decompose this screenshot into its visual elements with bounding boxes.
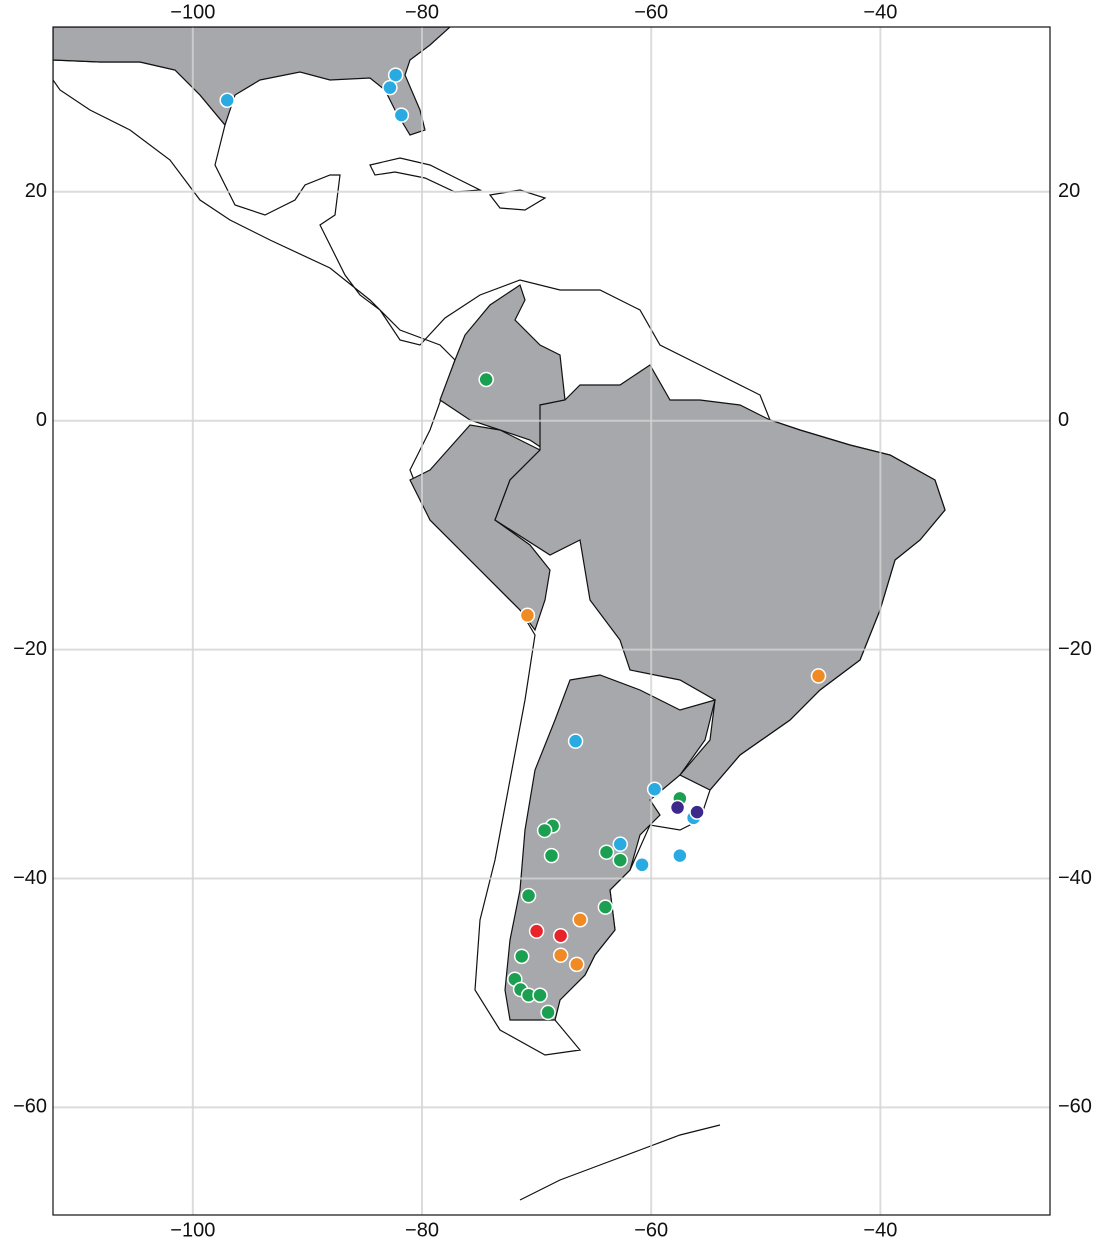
point	[672, 847, 688, 864]
point	[519, 607, 536, 624]
y-tick-label: −60	[1058, 1096, 1092, 1118]
point	[567, 733, 584, 749]
point	[634, 857, 650, 873]
x-tick-label: −40	[863, 1, 897, 23]
point	[543, 847, 560, 864]
point	[528, 923, 545, 939]
y-tick-label: 20	[1058, 180, 1080, 202]
point	[382, 79, 398, 96]
point	[669, 799, 686, 816]
point	[612, 852, 629, 868]
y-tick-label: −60	[13, 1096, 47, 1118]
basemap	[53, 27, 946, 1201]
y-tick-label: 20	[25, 180, 47, 202]
point	[387, 67, 404, 83]
y-tick-label: −20	[13, 638, 47, 660]
point	[552, 947, 569, 963]
colombia	[439, 284, 566, 452]
usa	[53, 27, 451, 136]
y-tick-label: 0	[36, 409, 47, 431]
x-tick-label: −80	[405, 1219, 439, 1241]
point	[597, 899, 614, 915]
x-tick-label: −60	[634, 1219, 668, 1241]
point	[532, 987, 548, 1004]
point	[536, 822, 553, 839]
point	[810, 668, 827, 684]
point	[612, 836, 629, 852]
x-tick-label: −60	[634, 1, 668, 23]
point	[520, 887, 537, 904]
antarctica	[519, 1124, 721, 1201]
point	[513, 948, 530, 965]
peru	[409, 424, 551, 632]
plot-frame	[52, 26, 1051, 1216]
x-tick-label: −40	[863, 1219, 897, 1241]
point	[219, 92, 235, 108]
brazil	[494, 364, 946, 791]
x-tick-label: −100	[170, 1219, 215, 1241]
cuba	[369, 157, 483, 193]
y-tick-label: −40	[1058, 867, 1092, 889]
point	[552, 927, 569, 944]
point	[478, 371, 494, 388]
point	[572, 911, 588, 928]
point	[540, 1004, 556, 1021]
grid	[53, 27, 1050, 1215]
y-tick-label: 0	[1058, 409, 1069, 431]
point	[568, 956, 585, 973]
y-tick-label: −20	[1058, 638, 1092, 660]
hispaniola	[488, 189, 547, 211]
x-tick-label: −100	[170, 1, 215, 23]
x-tick-label: −80	[405, 1, 439, 23]
point	[646, 781, 663, 797]
point	[598, 844, 615, 860]
y-tick-label: −40	[13, 867, 47, 889]
point	[393, 107, 410, 123]
point	[689, 804, 705, 820]
